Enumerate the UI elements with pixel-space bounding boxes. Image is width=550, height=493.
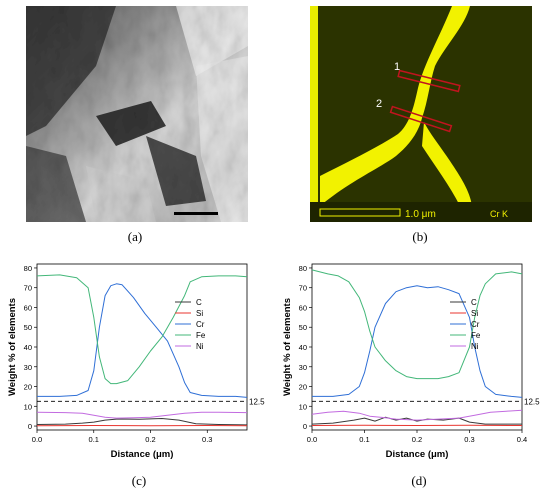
plot-area xyxy=(311,263,523,431)
map-scale-label: 1.0 μm xyxy=(405,209,436,220)
series-line-cr xyxy=(312,285,523,398)
y-tick-label: 0 xyxy=(28,422,32,431)
panel-label-c: (c) xyxy=(131,473,147,488)
x-tick-label: 0.1 xyxy=(89,435,99,444)
x-tick-label: 0.3 xyxy=(202,435,212,444)
legend-label-ni: Ni xyxy=(196,342,204,351)
line-scan-chart-2: 0 10 20 30 40 50 60 70 80 0.0 0.1 0.2 0.3 0.4 Distance… xyxy=(282,263,540,460)
y-tick-label: 60 xyxy=(299,303,307,312)
y-tick-label: 50 xyxy=(299,323,307,332)
x-axis-label: Distance (μm) xyxy=(111,449,174,460)
series-line-ni xyxy=(36,411,248,419)
y-tick-label: 20 xyxy=(299,383,307,392)
reference-line-label: 12.5 xyxy=(249,397,265,406)
x-axis-label: Distance (μm) xyxy=(386,449,449,460)
legend-label-fe: Fe xyxy=(471,331,481,340)
x-tick-label: 0.2 xyxy=(412,435,422,444)
cr-grain-boundary-lower xyxy=(422,122,472,206)
x-tick-label: 0.4 xyxy=(517,435,527,444)
series-line-ni xyxy=(311,409,523,421)
line-scan-1: 1 xyxy=(394,61,461,93)
map-element-label: Cr K xyxy=(490,209,508,219)
legend-label-cr: Cr xyxy=(196,320,205,329)
plot-area xyxy=(36,263,248,431)
x-tick-label: 0.0 xyxy=(307,435,317,444)
map-left-strip xyxy=(310,6,318,222)
y-tick-label: 20 xyxy=(24,383,32,392)
y-tick-label: 0 xyxy=(303,422,307,431)
y-tick-label: 30 xyxy=(299,363,307,372)
tem-micrograph xyxy=(26,6,248,222)
y-tick-label: 80 xyxy=(24,264,32,273)
y-tick-label: 80 xyxy=(299,264,307,273)
y-tick-label: 30 xyxy=(24,363,32,372)
series-line-c xyxy=(36,418,248,426)
panel-label-b: (b) xyxy=(412,229,428,244)
reference-line-label: 12.5 xyxy=(524,397,540,406)
series-line-cr xyxy=(37,283,248,398)
y-tick-label: 50 xyxy=(24,323,32,332)
series-line-fe xyxy=(311,269,523,380)
x-tick-label: 0.0 xyxy=(32,435,42,444)
y-tick-label: 60 xyxy=(24,303,32,312)
cr-grain-boundary xyxy=(320,6,470,206)
legend-label-si: Si xyxy=(471,309,478,318)
x-tick-label: 0.2 xyxy=(145,435,155,444)
legend-label-c: C xyxy=(471,298,477,307)
y-tick-label: 70 xyxy=(24,284,32,293)
map-scale-bar xyxy=(319,208,401,217)
legend-label-ni: Ni xyxy=(471,342,479,351)
panel-label-d: (d) xyxy=(411,473,427,488)
legend-label-cr: Cr xyxy=(471,320,480,329)
y-axis-label: Weight % of elements xyxy=(282,298,293,396)
y-tick-label: 10 xyxy=(24,402,32,411)
y-tick-label: 10 xyxy=(299,402,307,411)
scale-bar xyxy=(174,212,218,215)
x-tick-label: 0.1 xyxy=(359,435,369,444)
panel-label-a: (a) xyxy=(127,229,143,244)
series-line-fe xyxy=(36,274,248,385)
line-scan-2-label: 2 xyxy=(376,98,382,110)
legend-label-c: C xyxy=(196,298,202,307)
legend-label-si: Si xyxy=(196,309,203,318)
line-scan-2: 2 xyxy=(376,98,453,133)
line-scan-1-label: 1 xyxy=(394,61,400,73)
line-scan-chart-1: 0 10 20 30 40 50 60 70 80 0.0 0.1 0.2 0.3 Distance (μ… xyxy=(7,263,265,460)
y-axis-label: Weight % of elements xyxy=(7,298,18,396)
y-tick-label: 70 xyxy=(299,284,307,293)
cr-elemental-map: 1.0 μm Cr K 1 2 xyxy=(310,6,532,222)
y-tick-label: 40 xyxy=(24,343,32,352)
x-tick-label: 0.3 xyxy=(464,435,474,444)
legend-label-fe: Fe xyxy=(196,331,206,340)
y-tick-label: 40 xyxy=(299,343,307,352)
